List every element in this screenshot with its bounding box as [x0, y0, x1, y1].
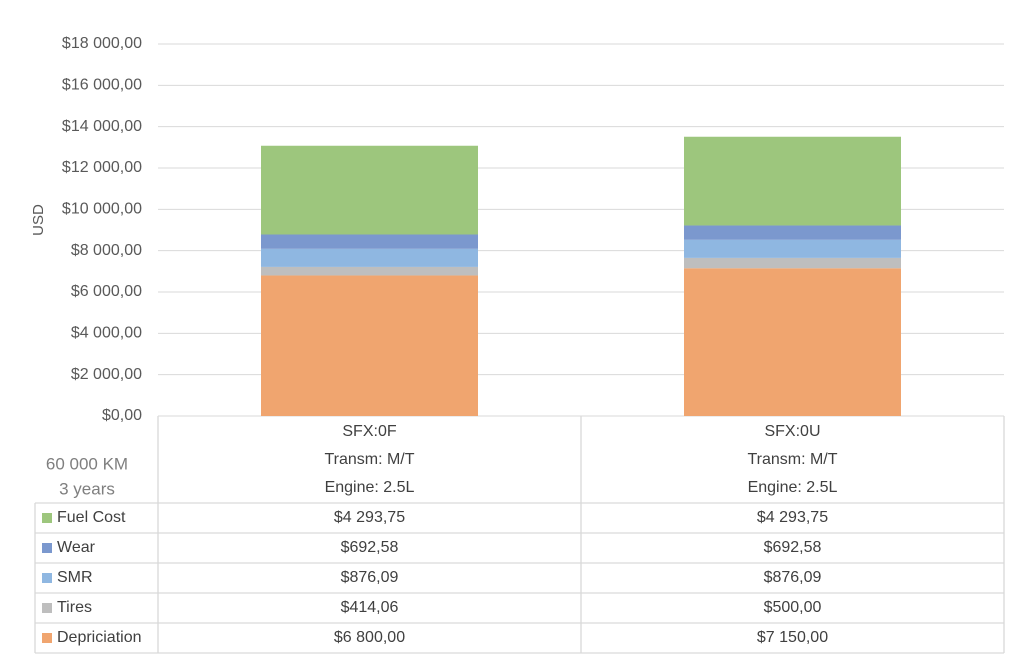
table-cell-value: $876,09 [341, 569, 399, 586]
y-tick-label: $14 000,00 [62, 118, 142, 135]
y-tick-label: $16 000,00 [62, 77, 142, 94]
table-cell-value: $414,06 [341, 599, 399, 616]
bar-smr-0 [261, 248, 478, 267]
table-cell-value: $876,09 [764, 569, 822, 586]
table-cell-value: $6 800,00 [334, 629, 405, 646]
category-label-line1: SFX:0F [342, 423, 396, 440]
category-label-line3: Engine: 2.5L [325, 479, 415, 496]
category-label-line1: SFX:0U [764, 423, 820, 440]
bar-tires-0 [261, 266, 478, 276]
table-cell-value: $7 150,00 [757, 629, 828, 646]
bar-depriciation-0 [261, 275, 478, 416]
bar-fuel-cost-0 [261, 145, 478, 235]
table-header-distance: 60 000 KM [46, 454, 128, 473]
category-label-line2: Transm: M/T [747, 451, 837, 468]
legend-label: Fuel Cost [57, 509, 126, 526]
y-tick-label: $2 000,00 [71, 366, 142, 383]
y-tick-label: $4 000,00 [71, 325, 142, 342]
legend-key-tires [42, 603, 52, 613]
y-tick-label: $0,00 [102, 407, 142, 424]
table-cell-value: $692,58 [341, 539, 399, 556]
legend-key-fuel-cost [42, 513, 52, 523]
bar-fuel-cost-1 [684, 136, 901, 226]
y-tick-label: $8 000,00 [71, 242, 142, 259]
bar-tires-1 [684, 257, 901, 269]
table-cell-value: $4 293,75 [334, 509, 405, 526]
table-cell-value: $500,00 [764, 599, 822, 616]
legend-key-wear [42, 543, 52, 553]
legend-key-depriciation [42, 633, 52, 643]
y-tick-label: $18 000,00 [62, 35, 142, 52]
legend-label: Depriciation [57, 629, 141, 646]
legend-label: SMR [57, 569, 93, 586]
y-tick-label: $6 000,00 [71, 283, 142, 300]
legend-label: Tires [57, 599, 92, 616]
bar-wear-1 [684, 225, 901, 240]
legend-label: Wear [57, 539, 96, 556]
table-cell-value: $692,58 [764, 539, 822, 556]
bar-wear-0 [261, 234, 478, 249]
legend-key-smr [42, 573, 52, 583]
table-cell-value: $4 293,75 [757, 509, 828, 526]
category-label-line3: Engine: 2.5L [748, 479, 838, 496]
y-axis-label: USD [30, 204, 47, 236]
category-label-line2: Transm: M/T [324, 451, 414, 468]
bar-depriciation-1 [684, 268, 901, 416]
bar-smr-1 [684, 239, 901, 258]
table-header-period: 3 years [59, 479, 115, 498]
y-tick-label: $12 000,00 [62, 159, 142, 176]
y-tick-label: $10 000,00 [62, 201, 142, 218]
